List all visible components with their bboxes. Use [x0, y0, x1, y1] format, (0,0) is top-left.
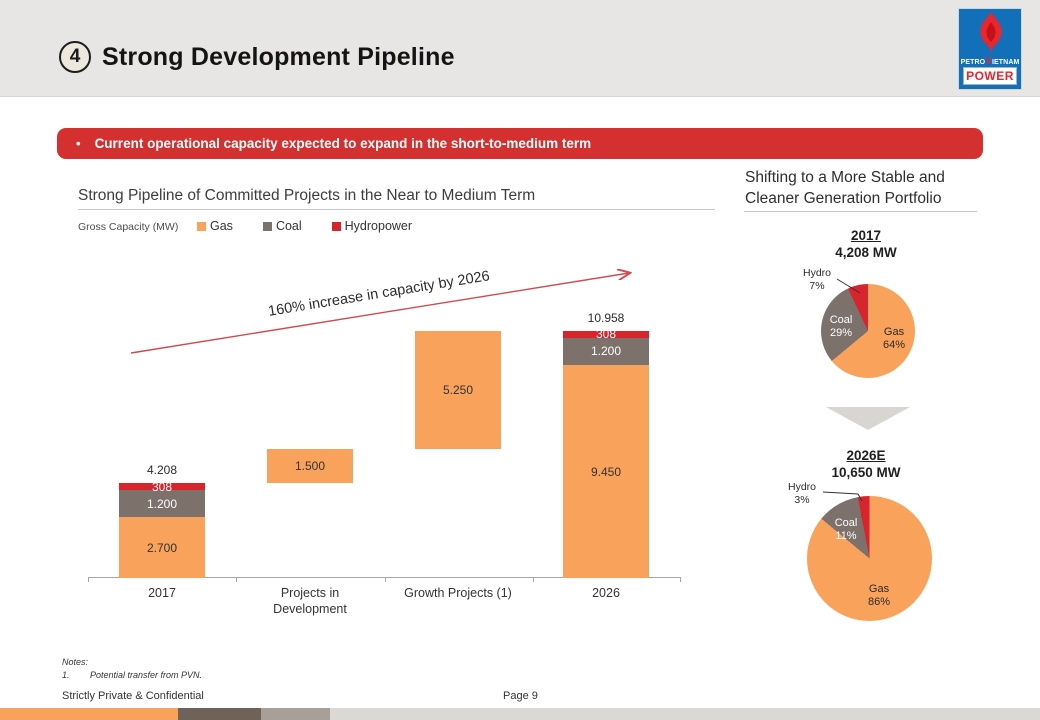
x-axis	[88, 577, 681, 578]
key-message-banner: • Current operational capacity expected …	[57, 128, 983, 159]
bar-segment-gas: 1.500	[267, 449, 353, 484]
axis-tick	[88, 578, 89, 582]
hydro-swatch-icon	[331, 221, 341, 231]
chart-legend: Gas Coal Hydropower	[197, 219, 412, 233]
bullet-icon: •	[76, 136, 81, 151]
strip-segment	[330, 708, 1040, 720]
pie-2017-subtitle: 4,208 MW	[835, 245, 897, 260]
bar-segment-gas: 2.700	[119, 517, 205, 578]
coal-swatch-icon	[262, 221, 272, 231]
category-label: Projects in Development	[273, 586, 347, 617]
key-message-text: Current operational capacity expected to…	[94, 136, 592, 151]
slide-number-badge: 4	[59, 41, 91, 73]
category-label: 2026	[592, 586, 620, 600]
page-number: Page 9	[503, 690, 538, 702]
legend-item-coal: Coal	[262, 219, 302, 233]
bar-segment-coal: 1.200	[563, 337, 649, 365]
bar-segment-gas: 5.250	[415, 331, 501, 450]
axis-tick	[532, 578, 534, 582]
bar-segment-hydropower: 308	[563, 329, 649, 340]
pie-2026-gas-label: Gas 86%	[867, 583, 891, 609]
pie-2026-hydro-label: Hydro 3%	[787, 481, 816, 506]
pie-section-title: Shifting to a More Stable and Cleaner Ge…	[745, 169, 945, 208]
footer-color-strip	[0, 708, 1040, 720]
pie-2017-title: 2017	[850, 228, 882, 243]
legend-item-hydropower: Hydropower	[331, 219, 412, 233]
leader-line	[836, 278, 861, 294]
pie-2017-gas-label: Gas 64%	[882, 326, 906, 352]
bar-segment-gas: 9.450	[563, 365, 649, 578]
strip-segment	[261, 708, 330, 720]
strip-segment	[0, 708, 178, 720]
flame-icon	[980, 12, 1002, 53]
notes-heading: Notes:	[62, 657, 89, 667]
axis-unit-label: Gross Capacity (MW)	[78, 221, 179, 233]
gas-swatch-icon	[197, 221, 206, 231]
bar-segment-coal: 1.200	[119, 490, 205, 518]
page-title: Strong Development Pipeline	[102, 43, 455, 71]
bar-chart: 2.700 1.200 308 4.208 2017 1.500 Projects in D…	[88, 240, 681, 616]
divider-line	[78, 209, 715, 210]
down-arrow-icon	[826, 407, 910, 430]
bar-chart-title: Strong Pipeline of Committed Projects in…	[78, 187, 536, 204]
axis-tick	[236, 578, 238, 582]
leader-line	[822, 491, 863, 502]
trend-arrow-icon	[130, 263, 640, 354]
pie-2026-subtitle: 10,650 MW	[831, 465, 901, 480]
bar-segment-hydropower: 308	[119, 481, 205, 493]
legend-item-gas: Gas	[197, 219, 233, 233]
notes: Notes: 1. Potential transfer from PVN.	[62, 656, 202, 682]
category-label: Growth Projects (1)	[404, 586, 512, 600]
pie-2017-coal-label: Coal 29%	[829, 314, 853, 340]
note-item: 1. Potential transfer from PVN.	[62, 670, 203, 681]
logo-brand-text: PETROVIETNAM	[960, 56, 1020, 67]
header-band: 4 Strong Development Pipeline PETROVIETN…	[0, 0, 1040, 97]
pie-2017-hydro-label: Hydro 7%	[802, 267, 831, 292]
strip-segment	[178, 708, 261, 720]
logo-power-label: POWER	[963, 67, 1017, 85]
category-label: 2017	[148, 586, 176, 600]
axis-tick	[384, 578, 386, 582]
pie-2026-coal-label: Coal 11%	[834, 517, 858, 543]
divider-line	[744, 211, 977, 212]
pie-2026-title: 2026E	[846, 448, 886, 463]
petrovietnam-power-logo: PETROVIETNAM POWER	[958, 8, 1022, 90]
bar-total-label: 4.208	[146, 463, 178, 478]
confidentiality-label: Strictly Private & Confidential	[62, 690, 204, 702]
axis-tick	[680, 578, 681, 582]
pie-chart-2026	[807, 496, 932, 621]
bar-total-label: 10.958	[587, 311, 625, 325]
pie-chart-2017	[821, 284, 915, 378]
